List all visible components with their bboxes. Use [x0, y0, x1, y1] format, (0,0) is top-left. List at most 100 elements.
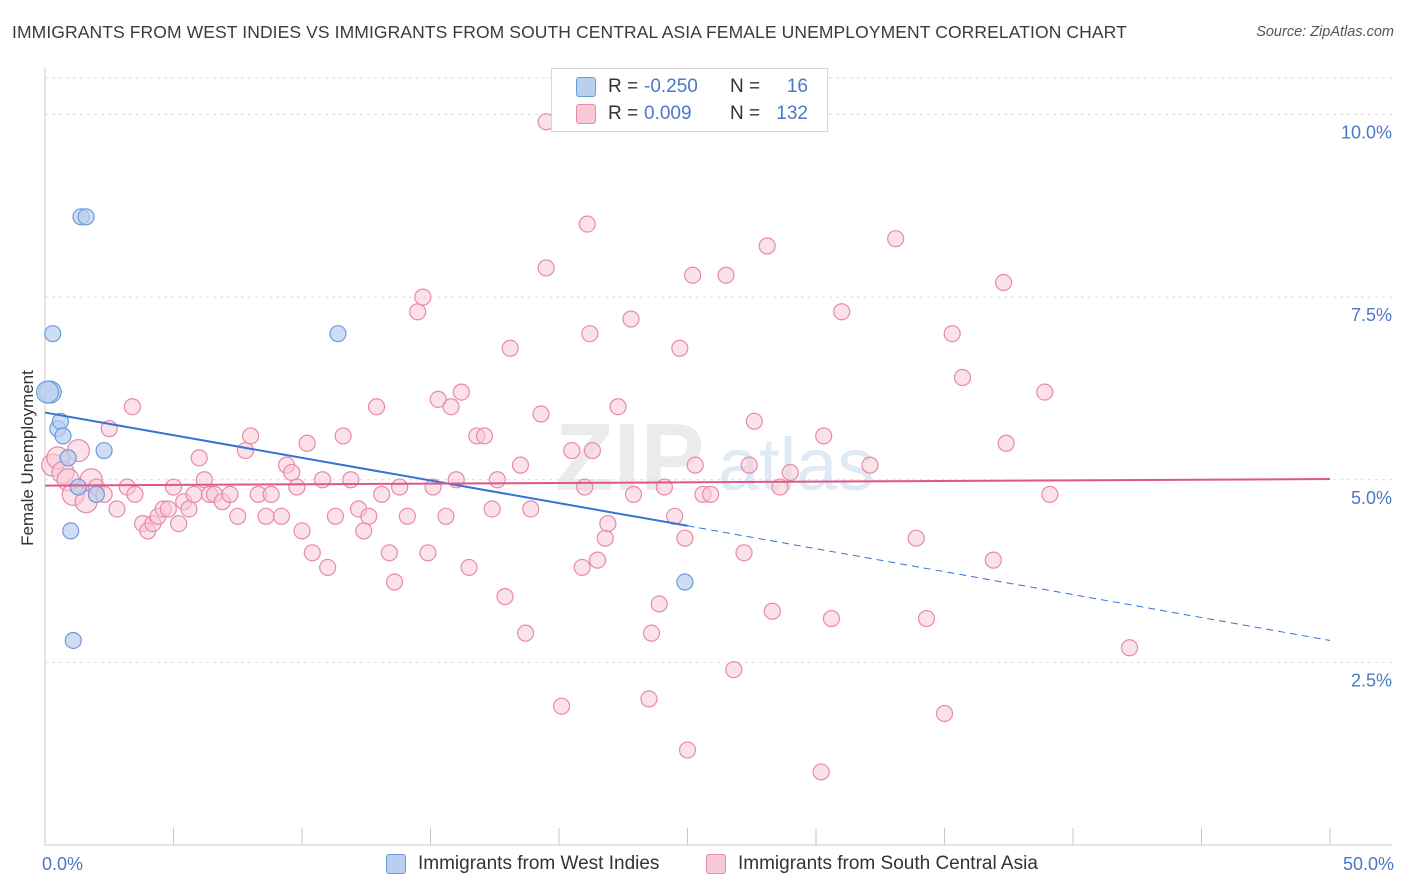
pink-point: [581, 325, 599, 343]
pink-point: [126, 485, 144, 503]
pink-point: [758, 237, 776, 255]
pink-point: [283, 463, 301, 482]
blue-point: [676, 573, 694, 591]
pink-point: [516, 624, 535, 642]
pink-point: [684, 266, 702, 284]
legend-n-label: N =: [730, 76, 761, 97]
pink-point: [686, 456, 704, 474]
x-tick-label-start: 0.0%: [42, 854, 83, 874]
correlation-legend: R = -0.250 N = 16 R = 0.009 N = 132: [551, 68, 828, 132]
blue-point: [329, 325, 347, 343]
legend-r-value: -0.250: [644, 76, 698, 97]
legend-swatch-blue: [576, 77, 596, 97]
blue-point: [69, 478, 88, 496]
y-tick-label: 2.5%: [1351, 670, 1392, 690]
pink-point: [745, 412, 763, 430]
pink-point: [360, 507, 378, 525]
pink-point: [740, 456, 758, 474]
pink-point: [640, 690, 658, 708]
blue-point: [62, 522, 80, 540]
pink-point: [725, 661, 743, 679]
blue-point: [77, 208, 95, 226]
pink-point: [108, 500, 126, 518]
y-tick-label: 10.0%: [1341, 123, 1392, 143]
pink-point: [1036, 383, 1054, 401]
pink-point: [380, 544, 398, 562]
pink-point: [650, 595, 668, 613]
blue-point: [95, 441, 113, 460]
pink-point: [185, 485, 203, 503]
gridlines: [45, 77, 1392, 663]
pink-point: [488, 471, 506, 489]
pink-point: [221, 485, 239, 503]
pink-point: [676, 529, 694, 547]
pink-point: [907, 529, 925, 547]
pink-point: [475, 427, 494, 445]
pink-point: [409, 303, 427, 321]
pink-point: [123, 398, 141, 416]
pink-point: [288, 478, 306, 496]
x-tick-labels: 0.0% 50.0%: [42, 854, 1394, 874]
pink-series-points: [41, 113, 1139, 781]
pink-point: [313, 471, 332, 489]
pink-point: [319, 558, 337, 577]
pink-point: [763, 602, 781, 620]
pink-point: [236, 441, 255, 460]
blue-point: [54, 427, 72, 445]
pink-point: [599, 514, 617, 533]
pink-point: [460, 558, 478, 577]
pink-point: [609, 398, 627, 416]
pink-point: [953, 368, 972, 387]
pink-point: [190, 449, 208, 467]
legend-r-value: 0.009: [644, 103, 692, 124]
pink-point: [452, 383, 470, 401]
pink-point: [833, 303, 851, 321]
pink-point: [170, 514, 188, 533]
pink-point: [272, 507, 291, 525]
legend-r-label: R =: [608, 76, 639, 97]
blue-point: [44, 325, 62, 343]
pink-point: [735, 544, 753, 562]
pink-point: [596, 529, 614, 547]
pink-point: [326, 507, 345, 525]
pink-point: [1041, 485, 1059, 503]
blue-point: [35, 380, 60, 404]
pink-trend-line: [44, 478, 1331, 487]
pink-point: [576, 478, 594, 496]
pink-point: [588, 551, 607, 569]
pink-point: [242, 427, 260, 445]
pink-point: [501, 339, 519, 357]
trend-lines: [44, 411, 1331, 641]
pink-point: [367, 398, 386, 416]
pink-point: [578, 215, 596, 233]
pink-point: [419, 544, 437, 562]
y-axis-label: Female Unemployment: [18, 370, 37, 546]
pink-point: [583, 441, 602, 460]
pink-point: [522, 500, 540, 518]
pink-point: [257, 507, 275, 525]
pink-point: [429, 390, 447, 409]
pink-point: [812, 763, 830, 781]
blue-series-points: [35, 208, 694, 650]
pink-point: [822, 609, 841, 628]
series-swatch-pink: [706, 854, 726, 874]
pink-point: [262, 485, 280, 503]
pink-point: [159, 500, 177, 518]
y-tick-label: 7.5%: [1351, 305, 1392, 325]
legend-n-value: 16: [786, 76, 808, 97]
series-swatch-blue: [386, 854, 406, 874]
pink-point: [164, 478, 183, 496]
y-tick-label: 5.0%: [1351, 488, 1392, 508]
blue-point: [64, 631, 82, 650]
legend-r-label: R =: [608, 103, 639, 124]
series-label-pink: Immigrants from South Central Asia: [738, 853, 1038, 874]
pink-point: [342, 471, 360, 489]
pink-point: [887, 230, 905, 248]
pink-point: [642, 624, 661, 642]
pink-point: [943, 325, 961, 343]
pink-point: [483, 500, 501, 518]
legend-n-value: 132: [776, 103, 808, 124]
pink-point: [624, 485, 643, 503]
pink-point: [984, 551, 1002, 569]
series-legend-pink: Immigrants from South Central Asia: [706, 852, 1038, 876]
